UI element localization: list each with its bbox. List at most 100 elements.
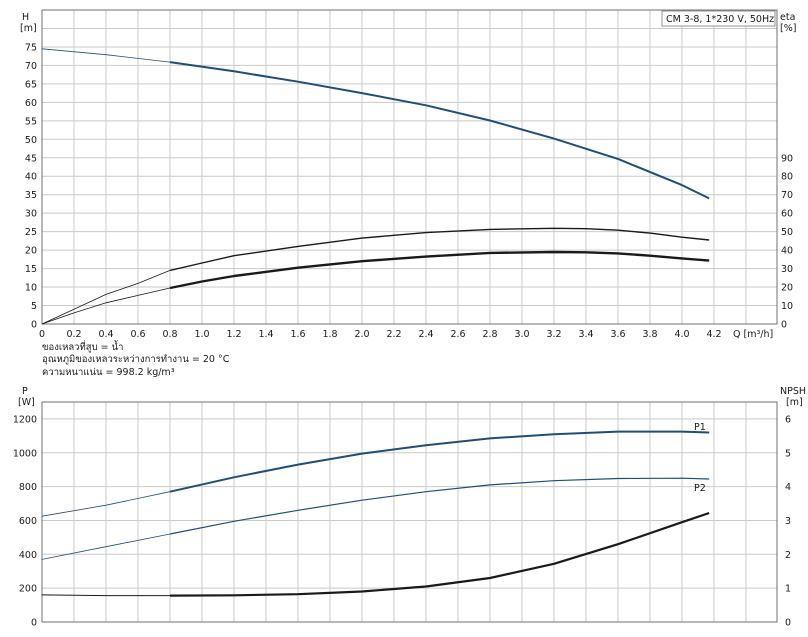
flow-tick-label: 4.0 xyxy=(674,329,689,340)
eta-thin-curve-extrapolated xyxy=(41,270,171,325)
eta-tick-label: 10 xyxy=(781,301,793,312)
p2-curve-extrapolated xyxy=(41,533,171,560)
head-curve-extrapolated xyxy=(41,48,171,63)
npsh-tick-label: 5 xyxy=(785,448,791,459)
head-tick-label: 55 xyxy=(25,116,37,127)
eta-tick-label: 30 xyxy=(781,264,793,275)
p2-curve-label: P2 xyxy=(694,483,706,494)
npsh-tick-label: 0 xyxy=(785,618,791,629)
head-tick-label: 65 xyxy=(25,79,37,90)
head-tick-label: 75 xyxy=(25,42,37,53)
npsh-curve-extrapolated xyxy=(41,594,170,597)
npsh-curve xyxy=(169,511,710,597)
flow-tick-label: 0 xyxy=(39,329,45,340)
head-chart-frame xyxy=(41,9,778,325)
power-chart-grid xyxy=(42,402,777,622)
flow-tick-label: 3.2 xyxy=(546,329,561,340)
npsh-tick-label: 1 xyxy=(785,584,791,595)
head-tick-label: 50 xyxy=(25,135,37,146)
eta-tick-label: 0 xyxy=(781,320,787,331)
eta-tick-label: 70 xyxy=(781,190,793,201)
power-chart-frame xyxy=(41,401,778,623)
head-tick-label: 30 xyxy=(25,209,37,220)
flow-tick-label: 1.8 xyxy=(322,329,337,340)
power-axis-unit: [W] xyxy=(18,397,35,408)
flow-tick-label: 1.0 xyxy=(194,329,209,340)
p1-curve-extrapolated xyxy=(41,491,171,517)
eta-tick-label: 20 xyxy=(781,283,793,294)
head-chart-series xyxy=(41,48,710,325)
power-chart-ticks: 0 200 400 600 800 1000 1200 0 1 2 3 4 5 6 xyxy=(13,414,791,628)
eta-tick-label: 90 xyxy=(781,153,793,164)
head-tick-label: 70 xyxy=(25,61,37,72)
flow-tick-label: 2.0 xyxy=(354,329,369,340)
pump-model-label: CM 3-8, 1*230 V, 50Hz xyxy=(666,14,774,25)
eta-axis-label: eta xyxy=(780,12,795,23)
npsh-axis-label: NPSH xyxy=(780,386,806,397)
flow-tick-label: 3.4 xyxy=(578,329,593,340)
head-chart-grid xyxy=(42,10,777,324)
head-axis-unit: [m] xyxy=(20,23,37,34)
head-tick-label: 25 xyxy=(25,227,37,238)
flow-tick-label: 4.2 xyxy=(706,329,721,340)
head-tick-label: 10 xyxy=(25,283,37,294)
eta-axis-unit: [%] xyxy=(780,23,796,34)
eta-tick-label: 50 xyxy=(781,227,793,238)
flow-tick-label: 2.8 xyxy=(482,329,497,340)
power-tick-label: 200 xyxy=(19,584,37,595)
flow-tick-label: 0.6 xyxy=(130,329,145,340)
power-chart-series xyxy=(41,430,710,597)
head-curve xyxy=(169,61,710,200)
flow-tick-label: 2.6 xyxy=(450,329,465,340)
head-tick-label: 5 xyxy=(31,301,37,312)
fluid-note: ของเหลวที่สูบ = น้ำ xyxy=(42,340,123,353)
eta-tick-label: 40 xyxy=(781,246,793,257)
flow-tick-label: 3.0 xyxy=(514,329,529,340)
head-tick-label: 35 xyxy=(25,190,37,201)
flow-tick-label: 3.6 xyxy=(610,329,625,340)
head-tick-label: 40 xyxy=(25,172,37,183)
pump-model-legend-box xyxy=(661,10,776,27)
power-tick-label: 0 xyxy=(31,618,37,629)
npsh-tick-label: 2 xyxy=(785,550,791,561)
p1-curve xyxy=(169,430,710,493)
npsh-tick-label: 4 xyxy=(785,482,791,493)
head-axis-label: H xyxy=(22,12,29,23)
eta-thin-curve xyxy=(169,227,710,272)
eta-tick-label: 80 xyxy=(781,172,793,183)
power-axis-label: P xyxy=(22,386,28,397)
flow-tick-label: 1.2 xyxy=(226,329,241,340)
flow-tick-label: 1.6 xyxy=(290,329,305,340)
flow-tick-label: 3.8 xyxy=(642,329,657,340)
power-tick-label: 800 xyxy=(19,482,37,493)
head-tick-label: 60 xyxy=(25,98,37,109)
eta-thick-curve-extrapolated xyxy=(41,287,171,325)
eta-tick-label: 60 xyxy=(781,209,793,220)
power-tick-label: 400 xyxy=(19,550,37,561)
npsh-tick-label: 6 xyxy=(785,414,791,425)
flow-axis-label: Q [m³/h] xyxy=(733,329,773,340)
temperature-note: อุณหภูมิของเหลวระหว่างการทำงาน = 20 °C xyxy=(42,354,230,365)
flow-tick-label: 0.2 xyxy=(66,329,81,340)
head-tick-label: 20 xyxy=(25,246,37,257)
flow-tick-label: 1.4 xyxy=(258,329,273,340)
flow-tick-label: 0.8 xyxy=(162,329,177,340)
flow-tick-label: 0.4 xyxy=(98,329,113,340)
power-tick-label: 1000 xyxy=(13,448,37,459)
p2-curve xyxy=(169,477,710,535)
head-chart-ticks: 0 0.2 0.4 0.6 0.8 1.0 1.2 1.4 1.6 1.8 2.0 2.2 2.4 2.6… xyxy=(25,42,793,340)
npsh-axis-unit: [m] xyxy=(786,397,803,408)
power-tick-label: 600 xyxy=(19,516,37,527)
flow-tick-label: 2.2 xyxy=(386,329,401,340)
density-note: ความหนาแน่น = 998.2 kg/m³ xyxy=(42,367,175,378)
eta-thick-curve xyxy=(169,250,710,290)
head-tick-label: 45 xyxy=(25,153,37,164)
head-tick-label: 15 xyxy=(25,264,37,275)
head-tick-label: 0 xyxy=(31,320,37,331)
head-efficiency-chart: 0 0.2 0.4 0.6 0.8 1.0 1.2 1.4 1.6 1.8 2.0 2.2 2.4 2.6… xyxy=(20,9,796,378)
flow-tick-label: 2.4 xyxy=(418,329,433,340)
npsh-tick-label: 3 xyxy=(785,516,791,527)
power-tick-label: 1200 xyxy=(13,414,37,425)
